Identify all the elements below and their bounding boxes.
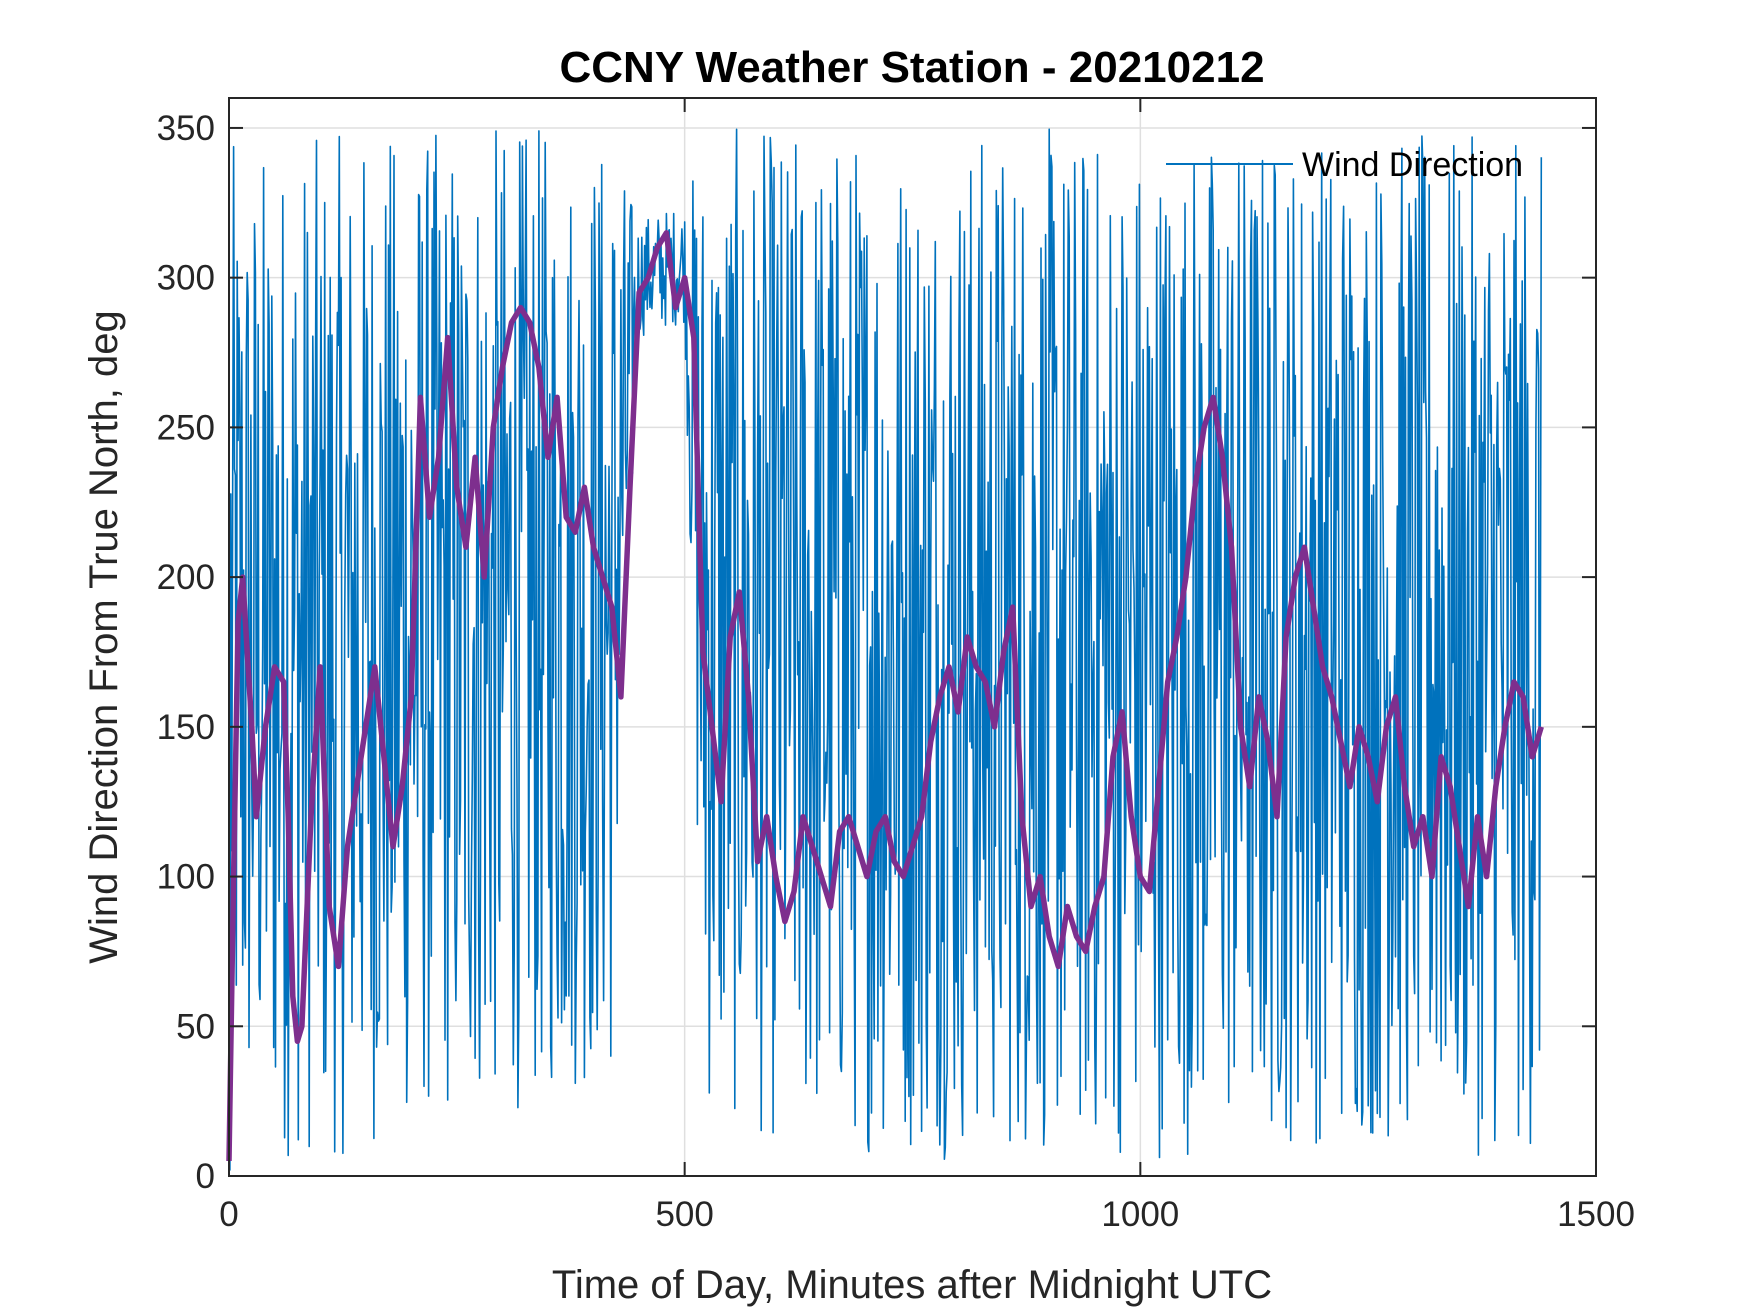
- y-tick-label: 300: [157, 259, 215, 298]
- x-tick-label: 1000: [1101, 1195, 1179, 1234]
- y-tick-label: 350: [157, 109, 215, 148]
- y-tick-label: 250: [157, 408, 215, 447]
- y-tick-label: 200: [157, 558, 215, 597]
- y-tick-label: 150: [157, 708, 215, 747]
- x-tick-label: 500: [655, 1195, 713, 1234]
- y-tick-label: 100: [157, 858, 215, 897]
- axes-box: [228, 97, 1597, 1177]
- series-wind-direction: [229, 128, 1543, 1171]
- series-layer: [226, 128, 1544, 1171]
- ticks: 0 500 1000 1500 0 50 100 150 200 250 300 350: [157, 98, 1635, 1234]
- legend: Wind Direction: [1166, 146, 1523, 184]
- chart-title: CCNY Weather Station - 20210212: [559, 43, 1264, 92]
- series-smoothed-wind-direction: [226, 230, 1544, 1162]
- x-tick-label: 0: [219, 1195, 238, 1234]
- x-axis-label: Time of Day, Minutes after Midnight UTC: [552, 1263, 1272, 1307]
- x-tick-label: 1500: [1557, 1195, 1635, 1234]
- y-axis-label: Wind Direction From True North, deg: [82, 310, 126, 964]
- y-tick-label: 0: [196, 1157, 215, 1196]
- y-tick-label: 50: [176, 1007, 215, 1046]
- legend-entry-wind-direction: Wind Direction: [1302, 146, 1523, 184]
